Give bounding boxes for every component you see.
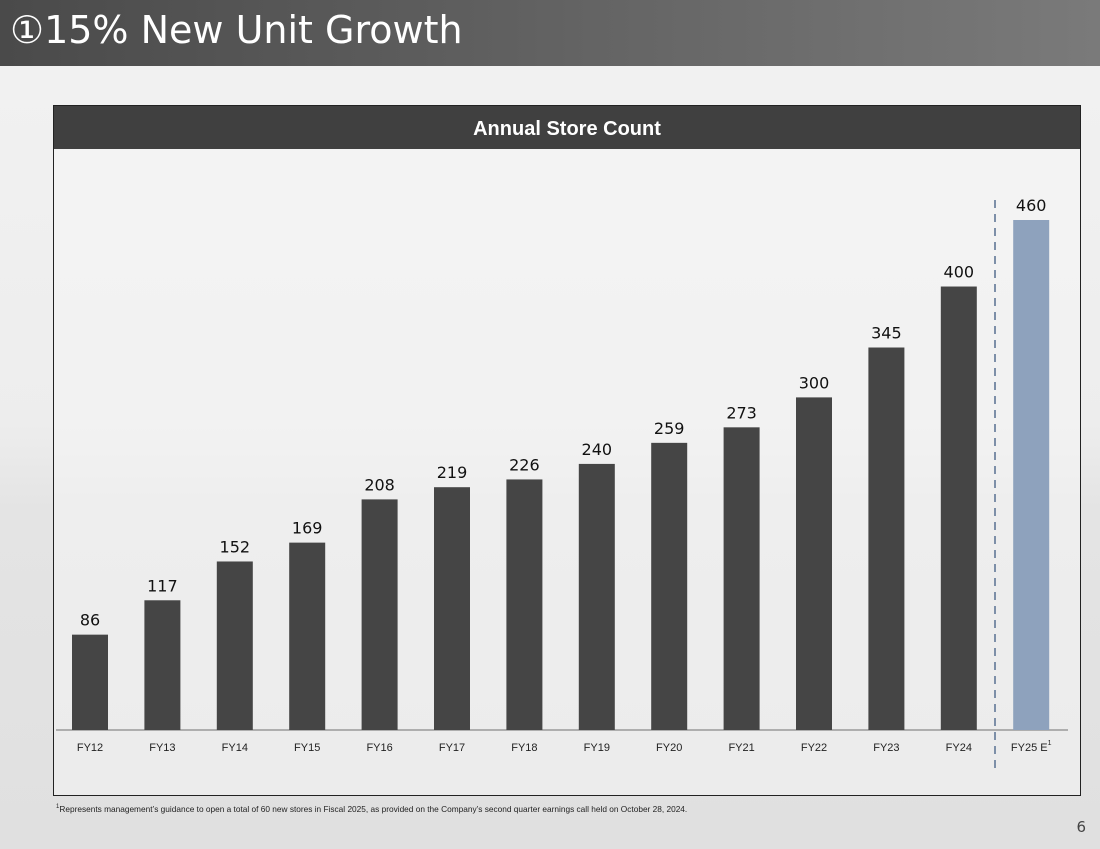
data-label: 219 <box>437 463 468 482</box>
x-tick-label: FY14 <box>222 742 248 754</box>
x-tick-label: FY22 <box>801 742 827 754</box>
bar-FY23 <box>868 347 905 730</box>
x-tick-label: FY25 E1 <box>1011 740 1052 754</box>
data-label: 208 <box>364 475 395 494</box>
data-label: 259 <box>654 419 685 438</box>
bar-FY21 <box>723 427 760 730</box>
chart-title: Annual Store Count <box>54 106 1080 149</box>
bar-FY24 <box>940 286 977 730</box>
x-tick-label: FY13 <box>149 742 175 754</box>
footnote-text: Represents management’s guidance to open… <box>59 804 688 814</box>
bar-FY16 <box>361 499 398 730</box>
x-tick-label: FY16 <box>366 742 392 754</box>
x-tick-label: FY15 <box>294 742 320 754</box>
bar-FY12 <box>72 634 108 730</box>
x-tick-label: FY20 <box>656 742 682 754</box>
data-label: 240 <box>582 440 613 459</box>
bar-FY15 <box>289 542 326 730</box>
page-number: 6 <box>1076 818 1086 836</box>
bar-FY18 <box>506 479 543 730</box>
data-label: 169 <box>292 519 323 538</box>
data-label: 226 <box>509 455 540 474</box>
x-tick-label: FY21 <box>728 742 754 754</box>
x-tick-label: FY18 <box>511 742 537 754</box>
bar-FY20 <box>651 442 688 730</box>
data-label: 460 <box>1016 196 1047 215</box>
bar-FY19 <box>578 463 615 730</box>
bar-FY13 <box>144 600 181 730</box>
data-label: 117 <box>147 576 178 595</box>
page-title: ①15% New Unit Growth <box>10 8 463 52</box>
title-bar: ①15% New Unit Growth <box>0 0 1100 66</box>
data-label: 400 <box>944 263 975 282</box>
x-tick-label: FY24 <box>946 742 972 754</box>
x-tick-label: FY19 <box>584 742 610 754</box>
bar-FY22 <box>796 397 832 730</box>
data-label: 152 <box>220 537 251 556</box>
bar-FY17 <box>434 487 470 730</box>
data-label: 86 <box>80 611 100 630</box>
footnote-marker: 1 <box>56 804 60 811</box>
bar-FY14 <box>216 561 253 730</box>
x-tick-label: FY12 <box>77 742 103 754</box>
footnote: 1Represents management’s guidance to ope… <box>56 804 687 814</box>
bar-FY25-E <box>1013 220 1050 730</box>
data-label: 345 <box>871 324 902 343</box>
x-tick-label: FY23 <box>873 742 899 754</box>
data-label: 300 <box>799 373 830 392</box>
data-label: 273 <box>726 403 757 422</box>
x-tick-label: FY17 <box>439 742 465 754</box>
